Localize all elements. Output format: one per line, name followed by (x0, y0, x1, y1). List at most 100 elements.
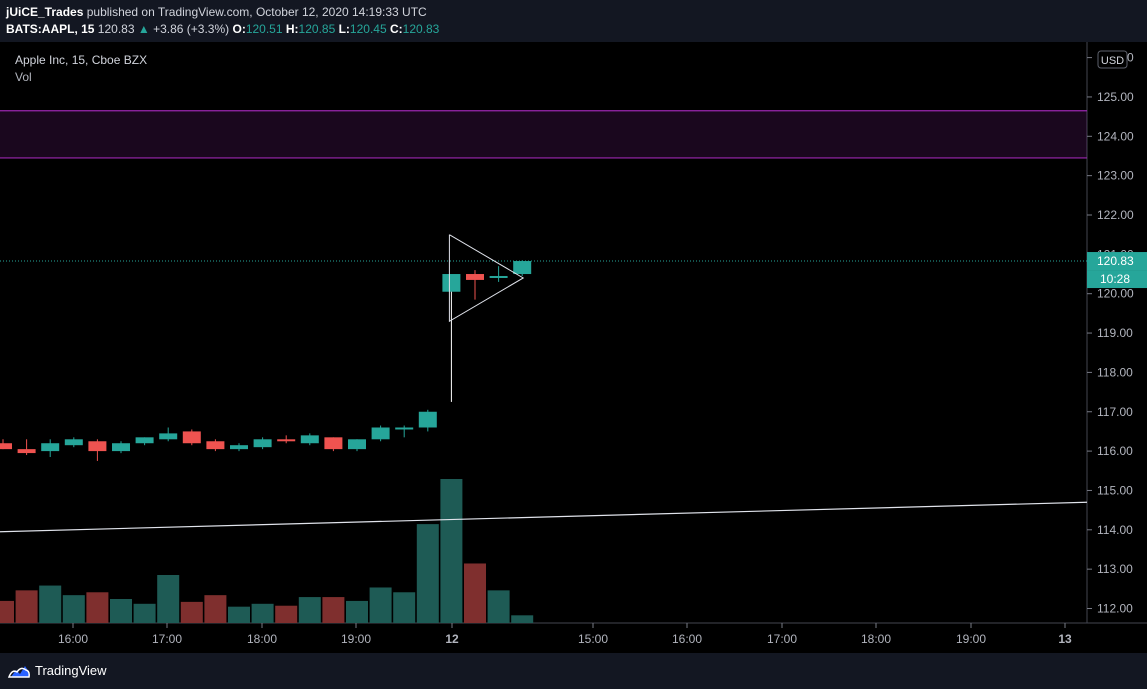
high-value: 120.85 (298, 22, 336, 36)
price-tick-label: 112.00 (1097, 602, 1133, 616)
legend-volume[interactable]: Vol (15, 70, 32, 84)
candle-body (418, 411, 437, 428)
candle-body (88, 441, 107, 452)
time-tick-label: 17:00 (767, 632, 797, 646)
time-tick-label: 18:00 (861, 632, 891, 646)
trendline (0, 501, 1088, 533)
price-chart[interactable]: 112.00 113.00 114.00 115.00 116.00 117.00 118.… (0, 42, 1147, 653)
publish-text: published on TradingView.com, October 12… (86, 5, 427, 19)
volume-bar (180, 601, 203, 623)
time-axis[interactable]: 16:00 17:00 18:00 19:00 12 15:00 16:00 17:00 18:… (58, 623, 1072, 646)
symbol-label: BATS:AAPL, 15 (6, 22, 95, 36)
volume-bar (133, 603, 156, 623)
price-tick-label: 125.00 (1097, 90, 1134, 104)
resistance-zone-layer (0, 110, 1087, 262)
open-value: 120.51 (245, 22, 283, 36)
volume-bar (228, 606, 250, 623)
price-tick-label: 117.00 (1097, 405, 1133, 419)
plot-background (0, 42, 1087, 623)
price-tick-label: 114.00 (1097, 523, 1133, 537)
volume-bar (275, 605, 298, 623)
chart-area[interactable]: 112.00 113.00 114.00 115.00 116.00 117.00 118.… (0, 42, 1147, 653)
volume-bar (487, 590, 510, 623)
volume-bar (464, 563, 486, 623)
candle-body (64, 439, 83, 446)
candle-body (348, 439, 366, 450)
low-label: L: (338, 22, 350, 36)
candle-body (253, 439, 272, 448)
drawings-layer (0, 234, 1088, 533)
price-tick-label: 118.00 (1097, 365, 1133, 379)
volume-bar (298, 597, 321, 623)
time-tick-label: 15:00 (578, 632, 608, 646)
candle-body (466, 274, 484, 280)
high-label: H: (285, 22, 299, 36)
candle-body (371, 427, 390, 440)
time-tick-label: 17:00 (152, 632, 182, 646)
price-tick-label: 122.00 (1097, 208, 1134, 222)
countdown-label-bg (1087, 270, 1147, 289)
candle-body (0, 443, 12, 450)
price-change: +3.86 (+3.3%) (153, 22, 230, 36)
tradingview-logo[interactable]: TradingView (8, 663, 107, 678)
currency-badge[interactable]: USD (1097, 50, 1128, 69)
time-tick-label: 16:00 (672, 632, 702, 646)
countdown-label: 10:28 (1100, 272, 1130, 286)
close-value: 120.83 (402, 22, 440, 36)
candle-body (277, 439, 296, 442)
volume-bar (110, 599, 132, 623)
volume-layer (0, 479, 534, 623)
up-arrow-icon: ▲ (137, 22, 150, 36)
volume-bar (204, 595, 227, 623)
time-tick-label: 13 (1058, 632, 1072, 646)
time-tick-label: 16:00 (58, 632, 88, 646)
price-tick-label: 115.00 (1097, 483, 1133, 497)
pennant-pattern (448, 234, 525, 323)
chart-legend: Apple Inc, 15, Cboe BZX Vol (15, 52, 147, 86)
time-tick-label: 19:00 (341, 632, 371, 646)
author-name[interactable]: jUiCE_Trades (6, 5, 84, 19)
candle-body (513, 261, 532, 275)
price-tick-label: 124.00 (1097, 129, 1134, 143)
candles-layer (0, 260, 532, 461)
candle-body (489, 275, 508, 278)
candle-body (41, 443, 60, 452)
last-price-label-bg (1087, 252, 1147, 271)
price-tick-label: 120.00 (1097, 287, 1134, 301)
candle-body (300, 435, 319, 444)
last-price: 120.83 (97, 22, 135, 36)
candle-body (182, 431, 201, 444)
volume-bar (15, 590, 38, 623)
volume-bar (369, 587, 392, 623)
price-tick-label: 113.00 (1097, 562, 1133, 576)
publish-info: jUiCE_Trades published on TradingView.co… (6, 5, 427, 19)
volume-bar (86, 592, 109, 623)
candle-body (395, 427, 414, 430)
time-tick-label: 12 (445, 632, 459, 646)
currency-label: USD (1101, 55, 1124, 67)
candle-body (17, 449, 36, 454)
price-tick-label: 119.00 (1097, 326, 1133, 340)
time-tick-label: 19:00 (956, 632, 986, 646)
price-scale-background (1087, 42, 1147, 623)
time-scale-background (0, 623, 1147, 653)
footer-bar: TradingView (0, 653, 1147, 689)
candle-body (230, 445, 248, 450)
candle-body (159, 433, 178, 440)
volume-bar (511, 615, 534, 623)
legend-title[interactable]: Apple Inc, 15, Cboe BZX (15, 53, 148, 67)
volume-bar (157, 575, 180, 623)
low-value: 120.45 (349, 22, 387, 36)
volume-bar (251, 603, 274, 623)
candle-body (206, 441, 225, 450)
candle-body (135, 437, 154, 444)
volume-bar (393, 592, 416, 623)
volume-bar (0, 600, 14, 623)
price-tick-label: 123.00 (1097, 169, 1134, 183)
volume-bar (322, 597, 345, 623)
volume-bar (39, 585, 62, 623)
cloud-logo-icon (8, 665, 30, 678)
open-label: O: (232, 22, 246, 36)
brand-name: TradingView (35, 663, 107, 678)
resistance-zone (0, 110, 1087, 158)
